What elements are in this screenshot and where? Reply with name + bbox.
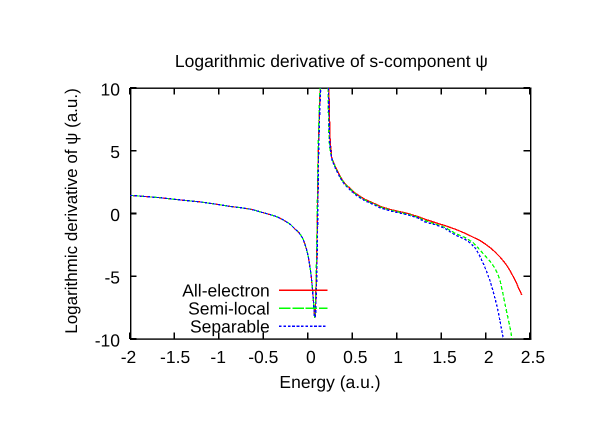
svg-text:0: 0 bbox=[306, 347, 316, 367]
svg-text:2.5: 2.5 bbox=[521, 347, 545, 367]
svg-text:0: 0 bbox=[110, 205, 120, 225]
svg-text:-0.5: -0.5 bbox=[248, 347, 278, 367]
svg-text:Logarithmic derivative of ψ (a: Logarithmic derivative of ψ (a.u.) bbox=[62, 88, 81, 334]
svg-text:Energy (a.u.): Energy (a.u.) bbox=[279, 372, 380, 392]
svg-text:Semi-local: Semi-local bbox=[188, 299, 270, 319]
svg-text:-1: -1 bbox=[210, 347, 226, 367]
svg-text:2: 2 bbox=[484, 347, 494, 367]
svg-text:1: 1 bbox=[393, 347, 403, 367]
svg-text:Separable: Separable bbox=[190, 317, 270, 337]
svg-text:-1.5: -1.5 bbox=[160, 347, 190, 367]
svg-text:0.5: 0.5 bbox=[343, 347, 367, 367]
svg-text:5: 5 bbox=[110, 142, 120, 162]
svg-text:10: 10 bbox=[101, 79, 121, 99]
svg-text:-2: -2 bbox=[121, 347, 137, 367]
svg-text:-10: -10 bbox=[95, 330, 121, 350]
svg-text:-5: -5 bbox=[104, 268, 120, 288]
svg-text:1.5: 1.5 bbox=[432, 347, 456, 367]
svg-text:All-electron: All-electron bbox=[182, 281, 270, 301]
svg-text:Logarithmic derivative of s-co: Logarithmic derivative of s-component ψ bbox=[175, 51, 488, 71]
